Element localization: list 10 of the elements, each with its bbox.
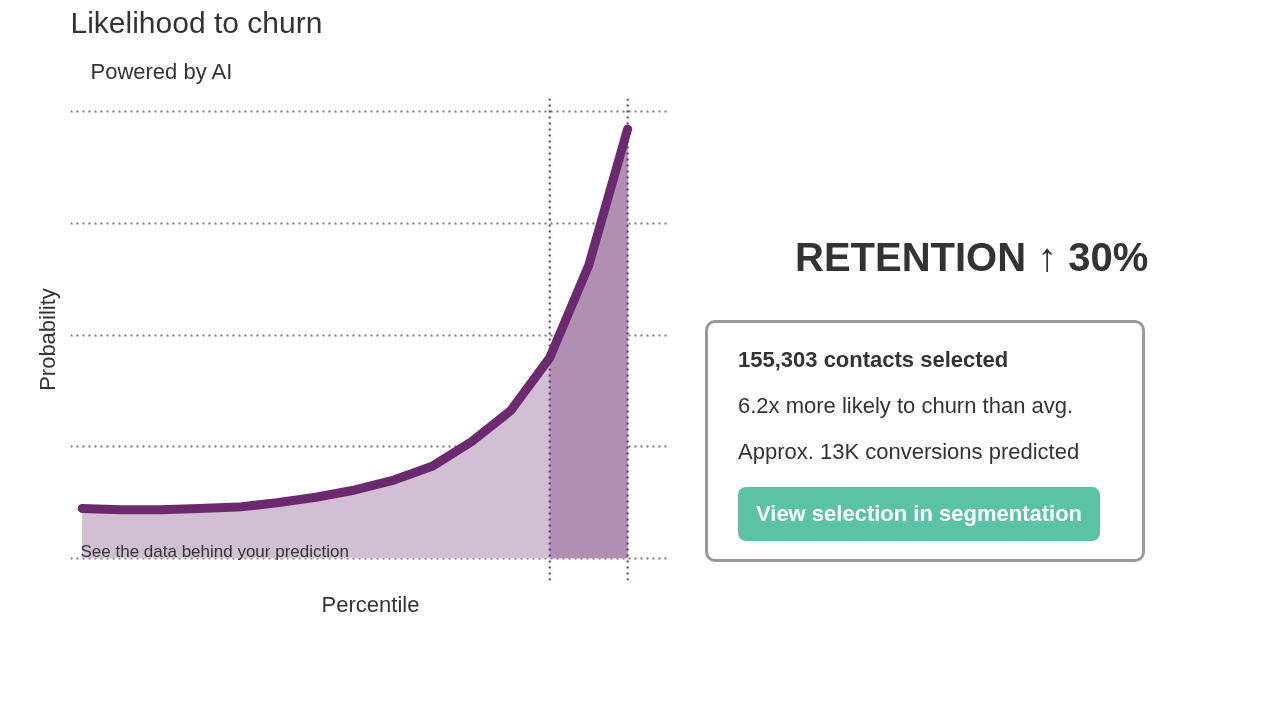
text: View selection in segmentation [738, 487, 1101, 541]
y-axis-title: Probability [34, 288, 60, 391]
chart-subtitle: Powered by AI [90, 58, 233, 84]
text: 155,303 contacts selected [738, 347, 1010, 373]
text: 6.2x more likely to churn than avg. [738, 393, 1075, 419]
annotation: See the data behind your prediction [80, 541, 349, 561]
x-axis-title: Percentile [321, 591, 420, 617]
chart-title: Likelihood to churn [70, 5, 323, 39]
text: RETENTION ↑ 30% [795, 235, 1149, 280]
text: Approx. 13K conversions predicted [738, 439, 1081, 465]
